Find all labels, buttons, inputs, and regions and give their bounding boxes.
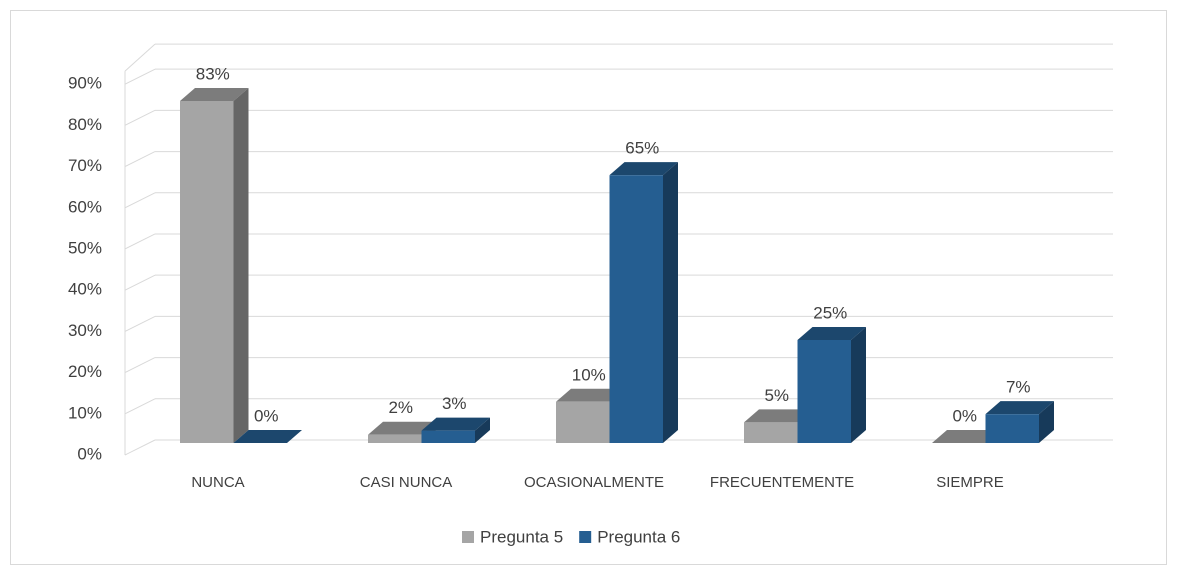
legend-swatch xyxy=(462,531,474,543)
bar-face xyxy=(797,326,866,340)
bar-face xyxy=(744,422,798,443)
bar-face xyxy=(851,326,866,443)
bar-face xyxy=(985,401,1054,415)
grid-line xyxy=(124,192,156,209)
y-tick-label: 10% xyxy=(68,403,102,422)
bar xyxy=(180,88,249,443)
data-label: 3% xyxy=(442,394,467,413)
bar-face xyxy=(556,388,625,402)
bar-face xyxy=(421,430,475,443)
data-label: 2% xyxy=(388,398,413,417)
bar-face xyxy=(368,434,422,443)
y-tick-label: 80% xyxy=(68,115,102,134)
grid-line xyxy=(124,68,156,85)
legend-swatch xyxy=(579,531,592,543)
grid-line xyxy=(124,233,156,250)
data-label: 7% xyxy=(1006,378,1031,397)
bar-face xyxy=(1039,401,1054,443)
bar-face xyxy=(368,421,437,435)
bar xyxy=(932,430,1001,443)
bar-face xyxy=(985,414,1039,443)
x-tick-label: SIEMPRE xyxy=(936,474,1004,491)
wall-edge xyxy=(124,43,156,72)
bar-face xyxy=(421,417,490,431)
bar-face xyxy=(180,101,234,443)
bar-face xyxy=(475,417,490,443)
bar-face xyxy=(180,88,249,101)
bar xyxy=(797,326,866,443)
grid-line xyxy=(124,151,156,168)
x-tick-label: OCASIONALMENTE xyxy=(524,474,664,491)
legend-label: Pregunta 6 xyxy=(597,527,680,546)
bar-face xyxy=(797,339,851,443)
data-label: 10% xyxy=(572,365,606,384)
y-tick-label: 20% xyxy=(68,362,102,381)
data-label: 25% xyxy=(813,303,847,322)
y-tick-label: 90% xyxy=(68,74,102,93)
data-label: 83% xyxy=(196,64,230,83)
grid-line xyxy=(124,315,156,332)
bar-face xyxy=(233,88,249,443)
y-tick-label: 60% xyxy=(68,197,102,216)
y-tick-label: 30% xyxy=(68,321,102,340)
data-label: 5% xyxy=(764,386,789,405)
bar xyxy=(985,401,1054,443)
bar-face xyxy=(556,401,610,443)
bar-face xyxy=(663,162,678,443)
x-tick-label: FRECUENTEMENTE xyxy=(710,474,854,491)
bar-face xyxy=(932,430,1001,443)
bar-face xyxy=(744,409,813,423)
bar-face xyxy=(609,175,663,443)
legend-label: Pregunta 5 xyxy=(480,527,563,546)
y-tick-label: 70% xyxy=(68,156,102,175)
data-label: 65% xyxy=(625,139,659,158)
y-tick-label: 0% xyxy=(77,444,102,463)
bar xyxy=(609,162,678,443)
bar-face xyxy=(233,430,302,443)
grid-line xyxy=(124,274,156,291)
y-tick-label: 50% xyxy=(68,238,102,257)
x-tick-label: NUNCA xyxy=(191,474,244,491)
bar xyxy=(421,417,490,443)
bar-face xyxy=(609,162,678,176)
grid-line xyxy=(124,109,156,126)
bar xyxy=(233,430,302,443)
grid-line xyxy=(124,357,156,374)
grid-line xyxy=(124,439,156,456)
y-tick-label: 40% xyxy=(68,280,102,299)
data-label: 0% xyxy=(952,406,977,425)
grid-line xyxy=(124,398,156,415)
data-label: 0% xyxy=(254,406,279,425)
x-tick-label: CASI NUNCA xyxy=(360,474,453,491)
